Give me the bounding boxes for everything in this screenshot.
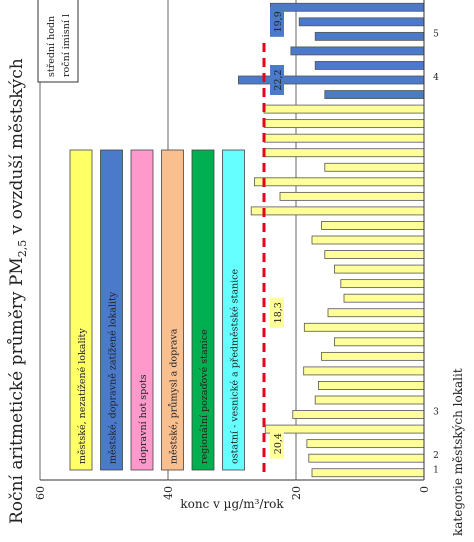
bar bbox=[290, 46, 425, 56]
legend-swatch bbox=[222, 149, 245, 471]
bar bbox=[324, 250, 425, 259]
legend-label: regionální pozaďové stanice bbox=[199, 329, 210, 464]
legend-item: městské, dopravně zatížené lokality bbox=[100, 149, 123, 471]
legend-label: ostatní - vesnické a předměstské stanice bbox=[230, 269, 241, 464]
y-tick-label: 0 bbox=[418, 486, 431, 493]
value-label-text: 20,4 bbox=[273, 433, 284, 454]
value-label: 20,4 bbox=[270, 428, 284, 459]
legend-swatch bbox=[100, 149, 123, 471]
bar bbox=[321, 221, 425, 230]
x-tick-label: 1 bbox=[433, 466, 439, 476]
line-legend-box bbox=[37, 0, 79, 83]
x-tick-label: 2 bbox=[433, 451, 439, 461]
bar bbox=[250, 206, 425, 216]
x-axis-label: kategorie městských lokalit bbox=[451, 368, 465, 536]
bar bbox=[279, 191, 425, 201]
bar bbox=[311, 235, 425, 245]
bar-series bbox=[237, 2, 425, 478]
value-label: 18,3 bbox=[270, 297, 284, 328]
value-label: 19,9 bbox=[270, 6, 284, 37]
bar bbox=[303, 322, 425, 332]
x-tick-label: 3 bbox=[433, 408, 439, 418]
line-legend: střední hodn roční imisní l bbox=[37, 0, 79, 83]
bar bbox=[263, 119, 425, 129]
bar bbox=[263, 133, 425, 143]
bar bbox=[306, 439, 425, 449]
legend-label: městské, nezatížené lokality bbox=[77, 328, 88, 464]
value-label: 22,2 bbox=[270, 65, 284, 95]
bar bbox=[343, 293, 425, 303]
bar bbox=[340, 279, 425, 289]
x-tick-label: 5 bbox=[433, 29, 439, 39]
bar bbox=[298, 17, 425, 27]
value-label-text: 22,2 bbox=[273, 69, 284, 90]
bar bbox=[314, 31, 425, 41]
bar bbox=[321, 351, 425, 361]
legend-label: městské, průmysl a doprava bbox=[168, 328, 180, 464]
bar bbox=[303, 366, 425, 376]
bar bbox=[324, 162, 425, 172]
y-tick-label: 60 bbox=[34, 486, 47, 500]
legend-swatch bbox=[69, 149, 93, 471]
legend-swatch bbox=[161, 149, 184, 471]
bar bbox=[333, 264, 425, 274]
x-tick-label: 4 bbox=[433, 73, 439, 83]
y-axis-label: konc v µg/m³/rok bbox=[180, 497, 284, 511]
bar bbox=[324, 90, 425, 99]
value-label-text: 18,3 bbox=[273, 302, 284, 323]
line-legend-text: roční imisní l bbox=[61, 14, 72, 77]
legend-item: ostatní - vesnické a předměstské stanice bbox=[222, 149, 245, 471]
legend-item: regionální pozaďové stanice bbox=[191, 149, 215, 471]
legend: městské, nezatížené lokality městské, dop… bbox=[69, 149, 245, 471]
legend-label: dopravní hot spots bbox=[138, 374, 149, 464]
bar bbox=[263, 148, 425, 158]
bar bbox=[269, 2, 425, 12]
line-legend-text: střední hodn bbox=[46, 16, 57, 77]
bar bbox=[317, 381, 425, 390]
bar bbox=[314, 395, 425, 405]
legend-swatch bbox=[130, 149, 154, 471]
value-label-text: 19,9 bbox=[273, 11, 284, 32]
y-tick-label: 20 bbox=[290, 486, 303, 500]
bar bbox=[314, 61, 425, 70]
bar bbox=[292, 410, 425, 419]
legend-item: městské, průmysl a doprava bbox=[161, 149, 184, 471]
y-tick-label: 40 bbox=[162, 486, 175, 500]
bar bbox=[333, 337, 425, 347]
legend-item: městské, nezatížené lokality bbox=[69, 149, 93, 471]
bar bbox=[308, 453, 425, 463]
legend-item: dopravní hot spots bbox=[130, 149, 154, 471]
value-labels: 20,4 18,3 22,2 19,9 bbox=[270, 6, 284, 459]
bar bbox=[311, 468, 425, 478]
bar bbox=[237, 75, 425, 85]
axes: 0 20 40 60 1 2 3 4 5 bbox=[34, 0, 439, 500]
chart-title: Roční aritmetické průměry PM2,5 v ovzduš… bbox=[7, 58, 29, 524]
bar bbox=[263, 104, 425, 114]
bar bbox=[264, 424, 425, 434]
bar bbox=[327, 308, 425, 318]
bar bbox=[253, 177, 425, 187]
legend-label: městské, dopravně zatížené lokality bbox=[108, 291, 119, 464]
legend-swatch bbox=[191, 149, 215, 471]
